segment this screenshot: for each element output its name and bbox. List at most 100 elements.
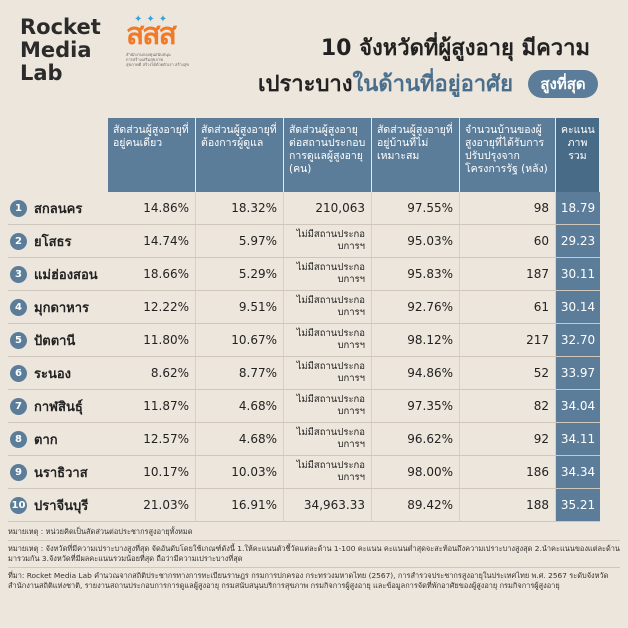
- highest-badge: สูงที่สุด: [528, 70, 598, 98]
- unfit-housing-value: 95.03%: [372, 225, 460, 257]
- rank-badge: 10: [10, 496, 27, 514]
- needs-caregiver-value: 10.03%: [196, 456, 284, 488]
- table-row: 2 ยโสธร 14.74% 5.97% ไม่มีสถานประกอบการฯ 95.0…: [8, 225, 600, 258]
- unfit-housing-value: 96.62%: [372, 423, 460, 455]
- homes-improved-value: 61: [460, 291, 556, 323]
- care-facility-ratio-value: ไม่มีสถานประกอบการฯ: [284, 456, 372, 488]
- living-alone-value: 10.17%: [108, 456, 196, 488]
- living-alone-value: 12.57%: [108, 423, 196, 455]
- unfit-housing-value: 95.83%: [372, 258, 460, 290]
- logo-mark: สสส: [126, 17, 177, 52]
- rank-badge: 2: [10, 232, 27, 250]
- overall-score-value: 33.97: [556, 357, 600, 389]
- table-row: 8 ตาก 12.57% 4.68% ไม่มีสถานประกอบการฯ 96.62%…: [8, 423, 600, 456]
- province-name: ตาก: [34, 432, 58, 448]
- logo-tagline: การสร้างเสริมสุขภาพ: [126, 57, 163, 62]
- overall-score-value: 35.21: [556, 489, 600, 521]
- overall-score-value: 18.79: [556, 192, 600, 224]
- overall-score-value: 32.70: [556, 324, 600, 356]
- needs-caregiver-value: 4.68%: [196, 390, 284, 422]
- province-name: ปัตตานี: [34, 333, 76, 349]
- care-facility-ratio-value: ไม่มีสถานประกอบการฯ: [284, 291, 372, 323]
- needs-caregiver-value: 5.29%: [196, 258, 284, 290]
- care-facility-ratio-value: ไม่มีสถานประกอบการฯ: [284, 225, 372, 257]
- province-cell: 3 แม่ฮ่องสอน: [8, 258, 108, 290]
- note-unit: หมายเหตุ : หน่วยคิดเป็นสัดส่วนต่อประชากร…: [8, 527, 193, 536]
- homes-improved-value: 98: [460, 192, 556, 224]
- brand-line: Lab: [20, 61, 63, 85]
- table-row: 10 ปราจีนบุรี 21.03% 16.91% 34,963.33 89.42% 1…: [8, 489, 600, 522]
- province-name: ปราจีนบุรี: [34, 498, 89, 514]
- overall-score-value: 29.23: [556, 225, 600, 257]
- province-cell: 1 สกลนคร: [8, 192, 108, 224]
- living-alone-value: 12.22%: [108, 291, 196, 323]
- care-facility-ratio-value: ไม่มีสถานประกอบการฯ: [284, 324, 372, 356]
- title-blue-part: ในด้านที่อยู่อาศัย: [352, 72, 514, 97]
- thaihealth-logo: ✦✦✦ สสส สำนักงานกองทุนสนับสนุน การสร้างเ…: [126, 14, 196, 80]
- province-name: สกลนคร: [34, 201, 83, 217]
- needs-caregiver-value: 8.77%: [196, 357, 284, 389]
- province-cell: 8 ตาก: [8, 423, 108, 455]
- living-alone-value: 8.62%: [108, 357, 196, 389]
- title-dark-part: เปราะบาง: [258, 72, 353, 97]
- header-needs-caregiver: สัดส่วนผู้สูงอายุที่ต้องการผู้ดูแล: [196, 118, 284, 192]
- province-name: ระนอง: [34, 366, 72, 382]
- province-cell: 6 ระนอง: [8, 357, 108, 389]
- living-alone-value: 11.80%: [108, 324, 196, 356]
- rank-badge: 1: [10, 199, 27, 217]
- care-facility-ratio-value: 210,063: [284, 192, 372, 224]
- footnotes: หมายเหตุ : หน่วยคิดเป็นสัดส่วนต่อประชากร…: [8, 527, 620, 594]
- care-facility-ratio-value: ไม่มีสถานประกอบการฯ: [284, 258, 372, 290]
- unfit-housing-value: 94.86%: [372, 357, 460, 389]
- ranking-table: สัดส่วนผู้สูงอายุที่อยู่คนเดียว สัดส่วนผ…: [8, 118, 600, 522]
- unfit-housing-value: 98.12%: [372, 324, 460, 356]
- overall-score-value: 34.34: [556, 456, 600, 488]
- table-header: สัดส่วนผู้สูงอายุที่อยู่คนเดียว สัดส่วนผ…: [8, 118, 600, 192]
- needs-caregiver-value: 9.51%: [196, 291, 284, 323]
- note-source: ที่มา: Rocket Media Lab คำนวณจากสถิติประ…: [8, 571, 609, 590]
- province-cell: 7 กาฬสินธุ์: [8, 390, 108, 422]
- province-name: แม่ฮ่องสอน: [34, 267, 98, 283]
- homes-improved-value: 188: [460, 489, 556, 521]
- needs-caregiver-value: 4.68%: [196, 423, 284, 455]
- title-line-2: เปราะบางในด้านที่อยู่อาศัย: [258, 66, 513, 101]
- living-alone-value: 11.87%: [108, 390, 196, 422]
- logo-tagline: สุขภาพดี สร้างได้ด้วยตัวเรา สร้างสุข: [126, 62, 189, 67]
- province-name: กาฬสินธุ์: [34, 399, 83, 415]
- needs-caregiver-value: 10.67%: [196, 324, 284, 356]
- stars-icon: ✦✦✦: [134, 14, 172, 25]
- brand-line: Media: [20, 38, 92, 62]
- province-cell: 2 ยโสธร: [8, 225, 108, 257]
- homes-improved-value: 186: [460, 456, 556, 488]
- unfit-housing-value: 92.76%: [372, 291, 460, 323]
- rank-badge: 6: [10, 364, 27, 382]
- title-line-1: 10 จังหวัดที่ผู้สูงอายุ มีความ: [320, 36, 590, 61]
- table-row: 5 ปัตตานี 11.80% 10.67% ไม่มีสถานประกอบการฯ 9…: [8, 324, 600, 357]
- overall-score-value: 34.11: [556, 423, 600, 455]
- living-alone-value: 21.03%: [108, 489, 196, 521]
- province-name: มุกดาหาร: [34, 300, 90, 316]
- overall-score-value: 30.14: [556, 291, 600, 323]
- needs-caregiver-value: 5.97%: [196, 225, 284, 257]
- table-body: 1 สกลนคร 14.86% 18.32% 210,063 97.55% 98 18.79 2…: [8, 192, 600, 522]
- note-method: หมายเหตุ : จังหวัดที่มีความเปราะบางสูงที…: [8, 544, 620, 563]
- province-name: ยโสธร: [34, 234, 72, 250]
- province-name: นราธิวาส: [34, 465, 88, 481]
- homes-improved-value: 82: [460, 390, 556, 422]
- homes-improved-value: 187: [460, 258, 556, 290]
- overall-score-value: 30.11: [556, 258, 600, 290]
- header-care-facility-ratio: สัดส่วนผู้สูงอายุต่อสถานประกอบการดูแลผู้…: [284, 118, 372, 192]
- table-row: 6 ระนอง 8.62% 8.77% ไม่มีสถานประกอบการฯ 94.86…: [8, 357, 600, 390]
- living-alone-value: 14.74%: [108, 225, 196, 257]
- rank-badge: 3: [10, 265, 27, 283]
- homes-improved-value: 92: [460, 423, 556, 455]
- province-cell: 9 นราธิวาส: [8, 456, 108, 488]
- table-row: 3 แม่ฮ่องสอน 18.66% 5.29% ไม่มีสถานประกอบการ…: [8, 258, 600, 291]
- header-unfit-housing: สัดส่วนผู้สูงอายุที่อยู่บ้านที่ไม่เหมาะส…: [372, 118, 460, 192]
- province-cell: 5 ปัตตานี: [8, 324, 108, 356]
- unfit-housing-value: 98.00%: [372, 456, 460, 488]
- rank-badge: 9: [10, 463, 27, 481]
- care-facility-ratio-value: 34,963.33: [284, 489, 372, 521]
- header-homes-improved: จำนวนบ้านของผู้สูงอายุที่ได้รับการปรับปร…: [460, 118, 556, 192]
- unfit-housing-value: 89.42%: [372, 489, 460, 521]
